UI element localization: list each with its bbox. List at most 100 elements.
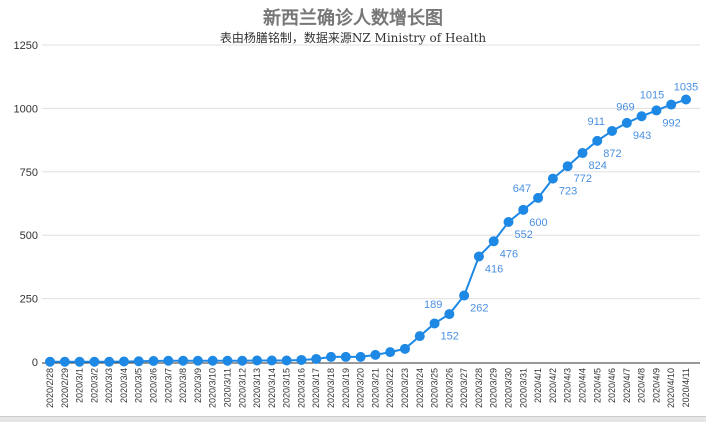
x-tick-label: 2020/4/10 (666, 368, 676, 408)
chart-subtitle: 表由杨膳铭制，数据来源NZ Ministry of Health (219, 31, 487, 45)
data-point (473, 251, 484, 262)
data-label: 476 (500, 248, 518, 260)
x-tick-label: 2020/3/31 (518, 368, 528, 408)
data-point (326, 351, 337, 362)
data-point (237, 355, 248, 366)
data-point (266, 355, 277, 366)
data-point (636, 111, 647, 122)
data-point (621, 117, 632, 128)
data-label: 824 (588, 160, 606, 172)
data-point (104, 356, 115, 367)
data-label: 723 (559, 186, 577, 198)
data-point (59, 356, 70, 367)
x-tick-label: 2020/3/16 (296, 368, 306, 408)
data-label: 262 (470, 303, 488, 315)
data-label: 152 (441, 330, 459, 342)
x-tick-label: 2020/3/17 (311, 368, 321, 408)
data-point (355, 351, 366, 362)
x-tick-label: 2020/4/1 (533, 368, 543, 403)
x-tick-label: 2020/4/8 (637, 368, 647, 403)
x-tick-label: 2020/2/28 (45, 368, 55, 408)
data-point (340, 351, 351, 362)
data-point (444, 309, 455, 320)
x-tick-label: 2020/2/29 (60, 368, 70, 408)
data-label: 872 (603, 148, 621, 160)
y-tick-label: 750 (20, 167, 38, 179)
data-label: 600 (529, 217, 547, 229)
data-point (252, 355, 263, 366)
x-tick-label: 2020/3/29 (489, 368, 499, 408)
x-tick-label: 2020/4/2 (548, 368, 558, 403)
data-point (547, 173, 558, 184)
x-tick-label: 2020/3/2 (89, 368, 99, 403)
data-label: 969 (616, 101, 634, 113)
x-tick-label: 2020/3/12 (237, 368, 247, 408)
x-tick-label: 2020/3/9 (193, 368, 203, 403)
data-label: 189 (424, 299, 442, 311)
x-tick-label: 2020/3/25 (430, 368, 440, 408)
data-point (562, 161, 573, 172)
data-label: 647 (513, 183, 531, 195)
data-point (45, 356, 55, 367)
series-line (50, 98, 687, 363)
data-point (503, 217, 514, 228)
x-tick-label: 2020/3/7 (163, 368, 173, 403)
x-tick-label: 2020/3/30 (504, 368, 514, 408)
x-tick-label: 2020/3/1 (75, 368, 85, 403)
data-label: 992 (662, 117, 680, 129)
data-point (681, 94, 691, 105)
y-tick-label: 1000 (14, 103, 38, 115)
x-tick-label: 2020/3/18 (326, 368, 336, 408)
horizontal-scrollbar[interactable] (0, 416, 706, 422)
data-point (118, 356, 129, 367)
y-tick-label: 0 (32, 357, 38, 369)
data-point (518, 204, 529, 215)
x-tick-label: 2020/3/21 (370, 368, 380, 408)
x-tick-label: 2020/4/3 (563, 368, 573, 403)
chart-title: 新西兰确诊人数增长图 (263, 8, 443, 29)
data-point (133, 356, 144, 367)
data-point (222, 355, 233, 366)
x-tick-label: 2020/3/10 (208, 368, 218, 408)
data-point (414, 331, 425, 342)
data-point (666, 99, 677, 110)
y-tick-label: 250 (20, 294, 38, 306)
x-tick-label: 2020/3/6 (149, 368, 159, 403)
data-point (533, 192, 544, 203)
x-tick-label: 2020/3/19 (341, 368, 351, 408)
data-point (385, 347, 396, 358)
data-point (281, 355, 292, 366)
x-tick-label: 2020/3/26 (444, 368, 454, 408)
data-point (488, 236, 499, 247)
x-tick-label: 2020/3/13 (252, 368, 262, 408)
data-point (207, 355, 218, 366)
y-tick-label: 1250 (14, 40, 38, 52)
data-point (607, 125, 618, 136)
x-tick-label: 2020/3/3 (104, 368, 114, 403)
x-tick-label: 2020/3/4 (119, 368, 129, 403)
x-tick-label: 2020/3/15 (282, 368, 292, 408)
data-point (311, 353, 322, 364)
x-tick-label: 2020/3/8 (178, 368, 188, 403)
data-label: 1035 (674, 82, 698, 94)
data-point (178, 355, 189, 366)
x-tick-label: 2020/4/4 (577, 368, 587, 403)
x-tick-label: 2020/4/7 (622, 368, 632, 403)
data-point (399, 343, 410, 354)
data-point (163, 355, 174, 366)
x-tick-label: 2020/3/27 (459, 368, 469, 408)
x-tick-label: 2020/3/28 (474, 368, 484, 408)
data-point (459, 290, 470, 301)
data-point (192, 355, 203, 366)
data-point (89, 356, 100, 367)
data-point (651, 105, 662, 116)
x-tick-label: 2020/4/9 (651, 368, 661, 403)
data-label: 552 (515, 229, 533, 241)
x-tick-label: 2020/3/5 (134, 368, 144, 403)
data-point (577, 148, 588, 159)
data-point (429, 318, 440, 329)
x-tick-label: 2020/3/23 (400, 368, 410, 408)
data-label: 911 (587, 116, 605, 128)
data-label: 772 (574, 173, 592, 185)
